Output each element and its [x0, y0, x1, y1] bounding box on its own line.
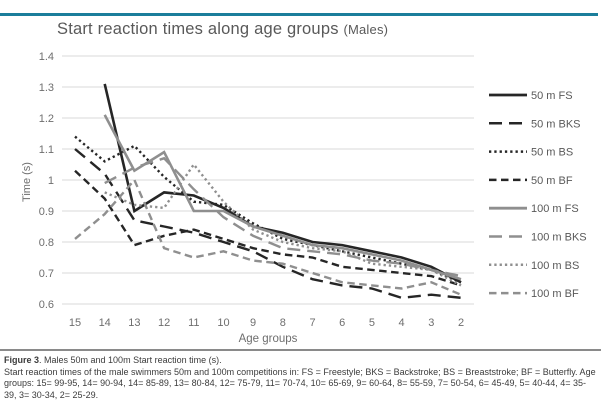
y-axis-title: Time (s) [21, 162, 33, 202]
x-tick-label: 9 [250, 317, 256, 329]
y-tick-label: 1.4 [39, 51, 54, 63]
legend-label: 50 m BKS [531, 118, 581, 130]
series-line-100-m-bf [74, 177, 462, 296]
legend-item: 100 m BF [489, 288, 579, 300]
x-tick-label: 7 [309, 317, 315, 329]
figure-label: Figure 3 [4, 355, 40, 365]
x-tick-label: 10 [217, 317, 229, 329]
y-tick-label: 1.1 [39, 144, 54, 156]
x-tick-label: 14 [99, 317, 111, 329]
legend-item: 100 m BKS [489, 232, 587, 244]
series-line-50-m-fs [103, 83, 462, 284]
y-tick-label: 0.7 [39, 268, 54, 280]
x-tick-label: 5 [369, 317, 375, 329]
chart-title-suffix: (Males) [343, 22, 389, 37]
y-tick-label: 0.9 [39, 206, 54, 218]
caption-divider [0, 349, 601, 351]
y-tick-label: 1.2 [39, 113, 54, 125]
line-chart: 0.6 0.7 0.8 0.9 1 1.1 1.2 1.3 1.4 15 14 13 12 11 10 9 8 7… [21, 51, 587, 345]
y-tick-label: 0.8 [39, 237, 54, 249]
y-tick-label: 1 [48, 175, 54, 187]
legend-label: 100 m FS [531, 203, 579, 215]
y-tick-label: 1.3 [39, 82, 54, 94]
series-line-100-m-bs [104, 162, 462, 287]
x-tick-label: 12 [158, 317, 170, 329]
x-tick-label: 6 [339, 317, 345, 329]
x-tick-label: 3 [428, 317, 434, 329]
x-tick-label: 2 [458, 317, 464, 329]
legend-label: 50 m BS [531, 147, 573, 159]
chart-title: Start reaction times along age groups (M… [57, 20, 388, 39]
figure-caption-body: Start reaction times of the male swimmer… [4, 366, 596, 400]
x-tick-label: 15 [69, 317, 81, 329]
legend-label: 50 m BF [531, 175, 573, 187]
series-line-50-m-bks [74, 148, 462, 300]
legend-label: 50 m FS [531, 90, 573, 102]
y-tick-label: 0.6 [39, 299, 54, 311]
figure-caption-title: . Males 50m and 100m Start reaction time… [39, 355, 222, 365]
chart-title-text: Start reaction times along age groups [57, 20, 339, 38]
legend-item: 50 m BS [489, 147, 573, 159]
legend-label: 100 m BF [531, 288, 579, 300]
legend-item: 50 m BKS [489, 118, 581, 130]
x-tick-label: 8 [280, 317, 286, 329]
legend-label: 100 m BKS [531, 232, 587, 244]
x-tick-label: 11 [188, 317, 199, 329]
legend-item: 50 m BF [489, 175, 573, 187]
legend-item: 100 m FS [489, 203, 579, 215]
x-axis-title: Age groups [239, 333, 298, 345]
legend-item: 50 m FS [489, 90, 573, 102]
series-line-100-m-bks [104, 156, 462, 278]
legend-item: 100 m BS [489, 260, 579, 272]
top-accent-rule [0, 13, 598, 16]
series-line-100-m-fs [103, 114, 462, 281]
figure-caption: Figure 3. Males 50m and 100m Start react… [4, 355, 598, 401]
x-tick-label: 4 [399, 317, 405, 329]
series-line-50-m-bf [74, 169, 462, 287]
legend-label: 100 m BS [531, 260, 579, 272]
x-tick-label: 13 [128, 317, 140, 329]
